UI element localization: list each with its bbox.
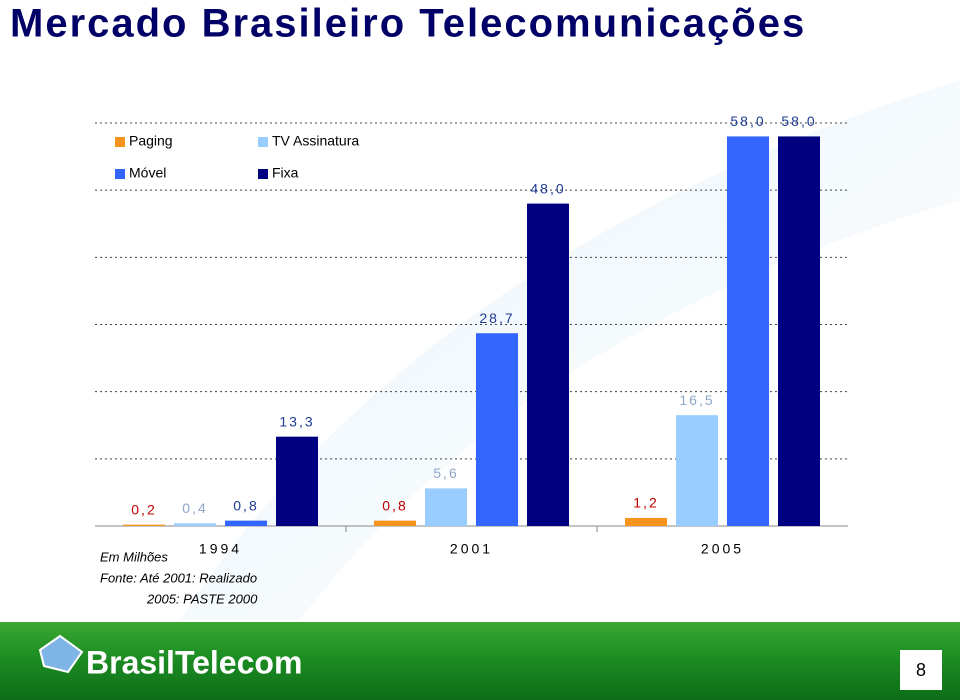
annotation: Fonte: Até 2001: Realizado	[100, 570, 257, 585]
bar	[374, 520, 416, 526]
bar	[625, 517, 667, 526]
page-box	[900, 650, 942, 690]
bar	[476, 333, 518, 526]
value-label: 0,8	[382, 497, 407, 513]
chart-title: Mercado Brasileiro Telecomunicações	[10, 2, 806, 46]
bar	[123, 524, 165, 526]
value-label: 0,2	[131, 501, 156, 517]
value-label: 0,4	[182, 500, 207, 516]
footer-band	[0, 622, 960, 700]
value-label: 48,0	[530, 180, 565, 196]
legend-label: Fixa	[272, 165, 299, 181]
value-label: 5,6	[433, 465, 458, 481]
value-label: 13,3	[279, 413, 314, 429]
bar	[276, 436, 318, 526]
logo-icon	[38, 634, 84, 674]
background-swoosh	[180, 80, 960, 620]
legend-swatch	[258, 137, 268, 147]
bar	[727, 136, 769, 526]
annotation: 2005: PASTE 2000	[146, 591, 258, 606]
legend-swatch	[115, 137, 125, 147]
bar	[425, 488, 467, 526]
logo-text: BrasilTelecom	[86, 644, 302, 680]
bar	[778, 136, 820, 526]
legend-label: Paging	[129, 133, 173, 149]
value-label: 1,2	[633, 495, 658, 511]
x-tick-label: 2005	[701, 541, 744, 557]
value-label: 58,0	[781, 113, 816, 129]
value-label: 0,8	[233, 497, 258, 513]
bar	[676, 415, 718, 526]
value-label: 28,7	[479, 310, 514, 326]
x-tick-label: 2001	[450, 541, 493, 557]
legend-label: TV Assinatura	[272, 133, 359, 149]
x-tick-label: 1994	[199, 541, 242, 557]
bar	[174, 523, 216, 526]
value-label: 58,0	[730, 113, 765, 129]
page-number: 8	[916, 660, 926, 680]
bar	[527, 203, 569, 526]
bar	[225, 520, 267, 526]
annotation: Em Milhões	[100, 549, 168, 564]
legend-swatch	[115, 169, 125, 179]
value-label: 16,5	[679, 392, 714, 408]
legend-label: Móvel	[129, 165, 166, 181]
legend-swatch	[258, 169, 268, 179]
